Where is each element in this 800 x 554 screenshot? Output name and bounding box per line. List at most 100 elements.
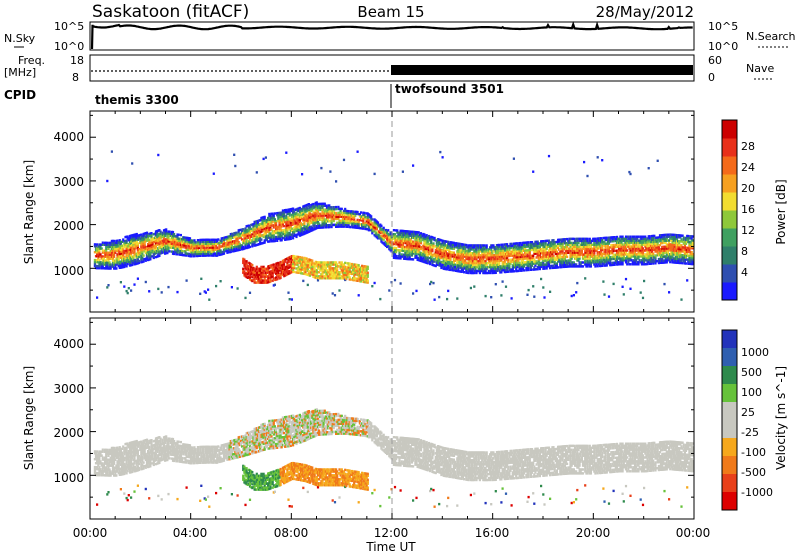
power-cell — [196, 239, 199, 242]
power-cell — [141, 244, 144, 248]
power-cell — [451, 245, 454, 248]
power-cell — [339, 271, 342, 274]
power-cell — [348, 221, 351, 225]
power-cell — [433, 236, 436, 240]
power-cell — [441, 255, 444, 258]
power-cell — [277, 271, 280, 275]
power-cell — [277, 265, 280, 269]
power-cell — [297, 221, 300, 224]
power-cell — [434, 239, 437, 242]
power-cell — [267, 240, 270, 243]
power-cell — [242, 239, 245, 243]
power-cell — [167, 248, 170, 251]
power-cell — [354, 214, 357, 217]
power-cell — [354, 210, 357, 213]
power-cell — [500, 255, 503, 258]
power-cell — [272, 236, 275, 239]
power-cell — [303, 222, 306, 225]
power-cell — [242, 269, 245, 272]
power-cell — [101, 255, 104, 258]
power-cell — [251, 245, 254, 248]
power-cell — [504, 258, 508, 262]
power-cell — [267, 234, 270, 237]
power-cell — [151, 239, 154, 242]
power-cell — [127, 258, 130, 262]
power-cell — [245, 271, 248, 275]
power-cell — [436, 259, 440, 263]
power-cell — [407, 240, 410, 243]
power-cell — [203, 252, 206, 255]
power-cell — [169, 242, 172, 245]
power-cell — [234, 243, 237, 247]
power-cell — [204, 291, 207, 294]
power-cell — [493, 265, 496, 269]
power-cell — [142, 254, 145, 257]
power-cell — [119, 260, 122, 263]
power-cell — [119, 250, 122, 254]
power-cell — [276, 229, 279, 233]
power-cell — [278, 231, 281, 234]
power-cell — [187, 239, 190, 242]
power-cell — [299, 222, 303, 225]
power-cell — [402, 249, 406, 252]
power-cell — [478, 256, 481, 259]
power-cell — [165, 242, 168, 245]
power-cell — [294, 220, 297, 223]
power-cell — [493, 269, 496, 273]
power-cell — [116, 239, 119, 242]
power-cell — [290, 229, 293, 232]
power-cell — [510, 244, 513, 248]
power-cell — [143, 242, 146, 245]
power-cell — [174, 241, 177, 244]
power-cell — [301, 233, 304, 236]
power-cell — [186, 240, 189, 244]
power-cell — [162, 239, 166, 242]
power-cell — [395, 254, 398, 258]
power-cell — [384, 244, 387, 247]
power-cell — [339, 265, 342, 268]
power-cell — [475, 258, 478, 261]
power-cell — [404, 255, 407, 258]
power-cell — [441, 245, 444, 248]
power-cell — [105, 247, 108, 250]
power-cell — [141, 243, 144, 246]
power-cell — [513, 248, 517, 251]
power-cell — [508, 268, 511, 271]
power-cell — [391, 241, 394, 244]
power-cell — [109, 241, 112, 245]
power-cell — [430, 259, 433, 262]
power-cell — [127, 237, 130, 240]
power-cell — [116, 259, 119, 262]
power-cell — [321, 210, 324, 213]
power-cell — [285, 214, 288, 218]
power-cell — [160, 249, 163, 253]
power-cell — [217, 252, 220, 255]
freq-tick-top: 18 — [70, 54, 84, 67]
power-cell — [301, 258, 304, 261]
power-cell — [220, 241, 223, 244]
power-cell — [137, 255, 141, 259]
power-cell — [287, 222, 290, 225]
power-cell — [292, 268, 295, 271]
power-cell — [140, 233, 143, 236]
power-cell — [475, 244, 478, 247]
power-cell — [339, 219, 342, 222]
power-cell — [213, 252, 216, 255]
power-cell — [480, 246, 483, 249]
power-cell — [303, 226, 306, 229]
power-cell — [373, 281, 376, 285]
power-cell — [492, 256, 495, 259]
power-cell — [114, 247, 117, 251]
power-cell — [263, 217, 266, 221]
power-cell — [157, 287, 160, 291]
power-cell — [128, 262, 132, 265]
power-cell — [465, 271, 468, 274]
power-cell — [322, 216, 325, 219]
power-cell — [307, 210, 310, 214]
power-cell — [481, 260, 484, 263]
power-cell — [419, 236, 423, 239]
power-cell — [513, 254, 517, 257]
power-cell — [136, 242, 139, 245]
power-cell — [417, 249, 420, 252]
power-cell — [319, 263, 322, 266]
